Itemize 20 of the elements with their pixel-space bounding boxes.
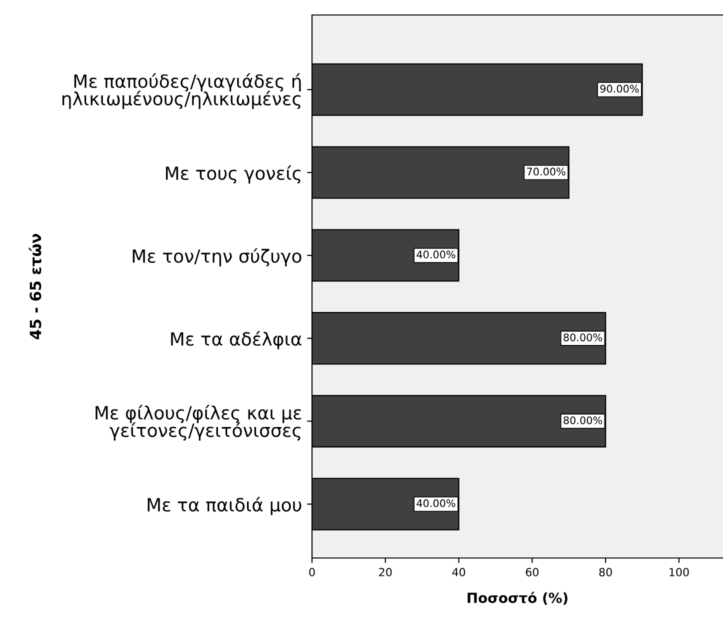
y-tick-label: Με τον/την σύζυγο [132,248,302,266]
y-axis-title: 45 - 65 ετών [28,234,42,340]
x-tick-label: 0 [309,568,315,576]
data-label: 80.00% [564,333,602,342]
data-label: 90.00% [600,84,639,93]
data-label: 80.00% [564,416,602,424]
x-tick-label: 20 [379,568,392,576]
y-tick-label: Με φίλους/φίλες και με γείτονες/γειτόνισσες [96,404,302,441]
x-tick-label: 60 [526,568,539,576]
x-axis-title: Ποσοστό (%) [468,592,568,605]
y-tick-label: Με τα αδέλφια [171,331,302,350]
x-tick-label: 40 [452,568,466,576]
y-tick-label: Με τα παιδιά μου [148,496,302,516]
x-tick-label: 80 [599,568,612,576]
y-tick-label: Με τους γονείς [166,165,300,184]
y-tick-label: Με παπούδες/γιαγιάδες ή ηλικιωμένους/ηλικιωμένες [62,73,301,110]
data-label: 70.00% [527,168,566,176]
x-tick-label: 100 [670,568,689,576]
data-label: 40.00% [416,499,456,508]
data-label: 40.00% [416,250,456,258]
